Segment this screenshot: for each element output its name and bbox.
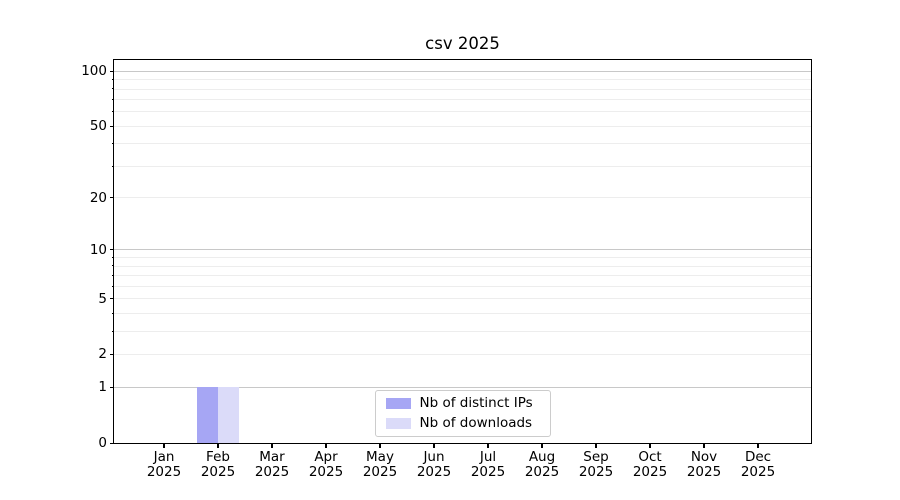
x-tick-mark [271,443,273,448]
gridline-minor [113,285,811,287]
legend-entry: Nb of distinct IPs [385,395,540,411]
gridline-minor [113,275,811,277]
y-tick-label: 100 [81,63,107,80]
x-tick-mark [541,443,543,448]
x-tick-mark [379,443,381,448]
x-tick-label: Aug 2025 [524,449,560,480]
gridline-minor [113,99,811,101]
y-tick-mark [109,442,114,444]
y-minor-tick-mark [111,88,114,90]
x-tick-mark [757,443,759,448]
y-minor-tick-mark [111,143,114,145]
gridline-minor [113,313,811,314]
legend: Nb of distinct IPs Nb of downloads [374,390,551,437]
legend-label: Nb of distinct IPs [419,395,533,411]
y-minor-tick-mark [111,274,114,276]
y-minor-tick-mark [111,111,114,113]
x-tick-mark [217,443,219,448]
y-minor-tick-mark [111,79,114,81]
y-tick-label: 10 [89,241,107,258]
x-tick-label: Sep 2025 [578,449,614,480]
gridline-minor [113,125,811,127]
gridline-minor [113,330,811,332]
y-minor-tick-mark [111,298,114,300]
gridline-minor [113,354,811,356]
legend-swatch [385,398,411,409]
y-tick-label: 5 [98,290,107,307]
gridline-major [113,386,811,388]
gridline-minor [113,111,811,113]
bar-nb-of-distinct-ips [196,386,218,443]
gridline-minor [113,88,811,90]
y-tick-label: 50 [89,118,107,135]
y-tick-mark [109,386,114,388]
bar-nb-of-downloads [217,386,239,443]
gridline-minor [113,298,811,300]
gridline-minor [113,265,811,267]
y-minor-tick-mark [111,256,114,258]
y-tick-mark [109,70,114,72]
y-minor-tick-mark [111,125,114,127]
x-tick-label: May 2025 [362,449,398,480]
x-tick-label: Nov 2025 [686,449,722,480]
x-tick-mark [703,443,705,448]
x-tick-label: Feb 2025 [200,449,236,480]
chart-title: csv 2025 [425,34,500,53]
x-tick-mark [487,443,489,448]
gridline-minor [113,166,811,167]
x-tick-label: Jan 2025 [146,449,182,480]
y-minor-tick-mark [111,312,114,314]
gridline-major [113,70,811,72]
y-minor-tick-mark [111,353,114,355]
gridline-minor [113,79,811,81]
x-tick-label: Mar 2025 [254,449,290,480]
x-tick-mark [325,443,327,448]
gridline-minor [113,257,811,259]
y-minor-tick-mark [111,165,114,167]
x-tick-mark [433,443,435,448]
x-tick-label: Oct 2025 [632,449,668,480]
x-tick-label: Jul 2025 [470,449,506,480]
y-minor-tick-mark [111,265,114,267]
y-tick-label: 20 [89,189,107,206]
legend-swatch [385,418,411,429]
y-minor-tick-mark [111,285,114,287]
y-tick-label: 2 [98,346,107,363]
x-tick-mark [595,443,597,448]
gridline-minor [113,197,811,199]
x-tick-label: Jun 2025 [416,449,452,480]
plot-area [112,58,812,444]
x-tick-mark [163,443,165,448]
legend-label: Nb of downloads [419,415,533,431]
y-minor-tick-mark [111,99,114,101]
y-tick-mark [109,249,114,251]
x-tick-mark [649,443,651,448]
gridline-minor [113,143,811,145]
y-minor-tick-mark [111,330,114,332]
x-tick-label: Apr 2025 [308,449,344,480]
y-minor-tick-mark [111,197,114,199]
legend-entry: Nb of downloads [385,415,540,431]
x-tick-label: Dec 2025 [740,449,776,480]
gridline-major [113,249,811,251]
y-tick-label: 1 [98,379,107,396]
y-tick-label: 0 [98,435,107,451]
